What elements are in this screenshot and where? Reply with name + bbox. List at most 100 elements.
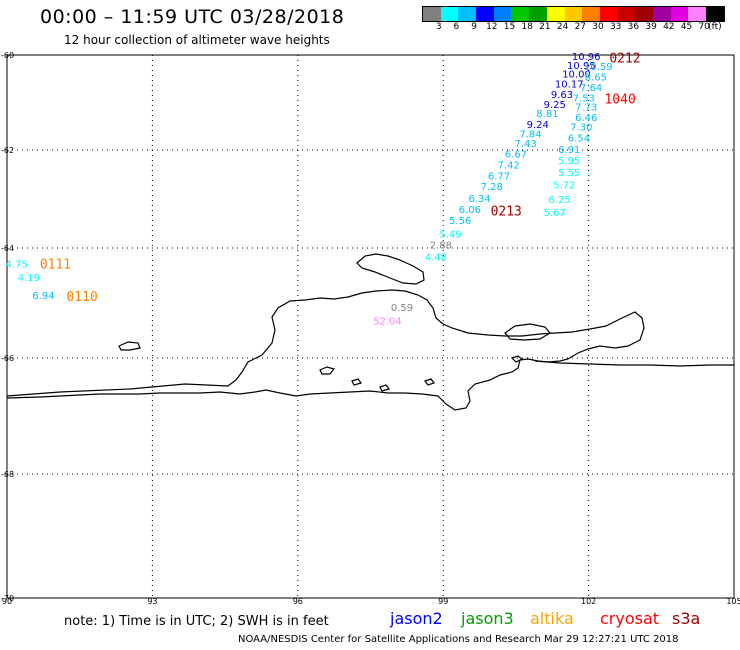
lon-tick-label: 96	[293, 597, 303, 605]
wave-height-value: 7.53	[573, 93, 595, 104]
colorbar-swatch	[652, 7, 671, 21]
map-frame	[6, 54, 735, 599]
wave-height-value: 7.30	[570, 123, 592, 134]
colorbar-label: 45	[680, 22, 693, 32]
colorbar-swatch	[617, 7, 636, 21]
lat-tick-label: -70	[1, 594, 14, 603]
wave-height-value: 2.88	[430, 241, 452, 252]
wave-height-value: 6.06	[459, 205, 481, 216]
satellite-legend-s3a: s3a	[672, 609, 701, 628]
colorbar-label: 30	[592, 22, 604, 32]
colorbar-swatch	[670, 7, 689, 21]
wave-height-value: 6.34	[468, 194, 490, 205]
wave-height-value: 10.00	[562, 70, 591, 81]
colorbar-label: 18	[521, 22, 533, 32]
colorbar-label: 70	[698, 22, 710, 32]
wave-height-value: 5.67	[544, 208, 566, 219]
colorbar-label: 6	[453, 22, 460, 32]
colorbar-swatch	[706, 7, 724, 21]
ice-shelf-island	[356, 253, 425, 285]
wave-height-value: 8.65	[585, 72, 607, 83]
colorbar-label: 21	[539, 22, 551, 32]
colorbar-label: 15	[503, 22, 516, 32]
islet-5	[379, 384, 391, 392]
colorbar-swatch	[423, 7, 441, 21]
wave-height-value: 10.95	[567, 61, 596, 72]
colorbar-label: 33	[609, 22, 622, 32]
wave-height-value: 7.43	[514, 139, 536, 150]
colorbar-label: (ft)	[708, 22, 722, 32]
colorbar-swatch	[476, 7, 494, 21]
islet-3	[424, 378, 435, 386]
satellite-legend-jason3: jason3	[461, 609, 514, 628]
wave-height-value: 52.04	[373, 317, 402, 328]
colorbar-label: 9	[471, 22, 477, 32]
pass-time-labels: 0212 1040 0213 0111 0110	[40, 51, 641, 304]
colorbar-label: 39	[645, 22, 657, 32]
colorbar-swatch	[546, 7, 565, 21]
credit-line: NOAA/NESDIS Center for Satellite Applica…	[238, 634, 679, 645]
wave-height-value: 5.72	[553, 180, 575, 191]
island-east	[504, 323, 551, 341]
colorbar-label: 3	[435, 22, 442, 32]
lon-tick-label: 105	[726, 597, 740, 605]
wave-height-value: 8.81	[536, 109, 558, 120]
wave-height-value: 7.42	[498, 161, 520, 172]
lat-tick-label: -64	[1, 244, 14, 253]
colorbar-swatch	[458, 7, 477, 21]
pass-time-label: 0212	[609, 51, 640, 66]
wave-height-value: 10.17	[555, 80, 584, 91]
pass-time-label: 1040	[604, 93, 635, 108]
wave-height-value: 6.25	[548, 195, 570, 206]
wave-height-value: 6.67	[505, 149, 527, 160]
colorbar-swatch	[599, 7, 618, 21]
wave-height-value: 7.84	[519, 129, 541, 140]
wave-height-value: 6.94	[32, 291, 54, 302]
colorbar-label: 12	[486, 22, 498, 32]
wave-height-value: 7.28	[481, 182, 503, 193]
colorbar-swatch	[582, 7, 600, 21]
satellite-legend-cryosat: cryosat	[600, 609, 660, 628]
wave-height-value: 10.59	[584, 62, 613, 73]
colorbar-swatch	[529, 7, 547, 21]
lon-tick-label: 90	[2, 597, 12, 605]
coastline-east-extension	[534, 360, 734, 367]
wave-height-colorbar	[422, 6, 725, 22]
wave-height-value: 9.24	[527, 120, 549, 131]
colorbar-label: 24	[556, 22, 569, 32]
wave-height-value: 7.73	[575, 102, 597, 113]
wave-height-value: 0.59	[391, 303, 413, 314]
wave-height-value: 6.77	[488, 171, 510, 182]
wave-height-value: 6.91	[558, 145, 580, 156]
colorbar-swatch	[493, 7, 512, 21]
wave-height-value: 5.56	[449, 216, 471, 227]
antarctic-coastline	[6, 289, 645, 411]
wave-height-value: 6.46	[575, 113, 597, 124]
lat-tick-label: -60	[1, 51, 14, 60]
wave-height-value: 7.64	[580, 83, 602, 94]
pass-time-label: 0111	[40, 257, 71, 272]
wave-height-value: 10.96	[572, 52, 601, 63]
colorbar-label: 36	[627, 22, 640, 32]
footnote: note: 1) Time is in UTC; 2) SWH is in fe…	[64, 614, 329, 629]
pass-time-label: 0213	[491, 204, 522, 219]
colorbar-swatch	[511, 7, 530, 21]
wave-height-value: 5.95	[558, 156, 580, 167]
lat-tick-label: -66	[1, 354, 14, 363]
wave-height-value: 9.25	[544, 100, 566, 111]
wave-height-value: 5.49	[439, 229, 461, 240]
wave-height-value: 9.63	[551, 90, 573, 101]
wave-height-value: 6.54	[568, 134, 590, 145]
wave-height-value: 4.75	[6, 259, 28, 270]
satellite-legend-altika: altika	[530, 609, 574, 628]
lat-tick-label: -68	[1, 470, 14, 479]
wave-height-value: 4.48	[425, 252, 447, 263]
colorbar-swatch	[635, 7, 653, 21]
lat-tick-label: -62	[1, 146, 14, 155]
lon-tick-label: 99	[438, 597, 448, 605]
colorbar-swatch	[564, 7, 583, 21]
islet-1	[319, 366, 336, 375]
